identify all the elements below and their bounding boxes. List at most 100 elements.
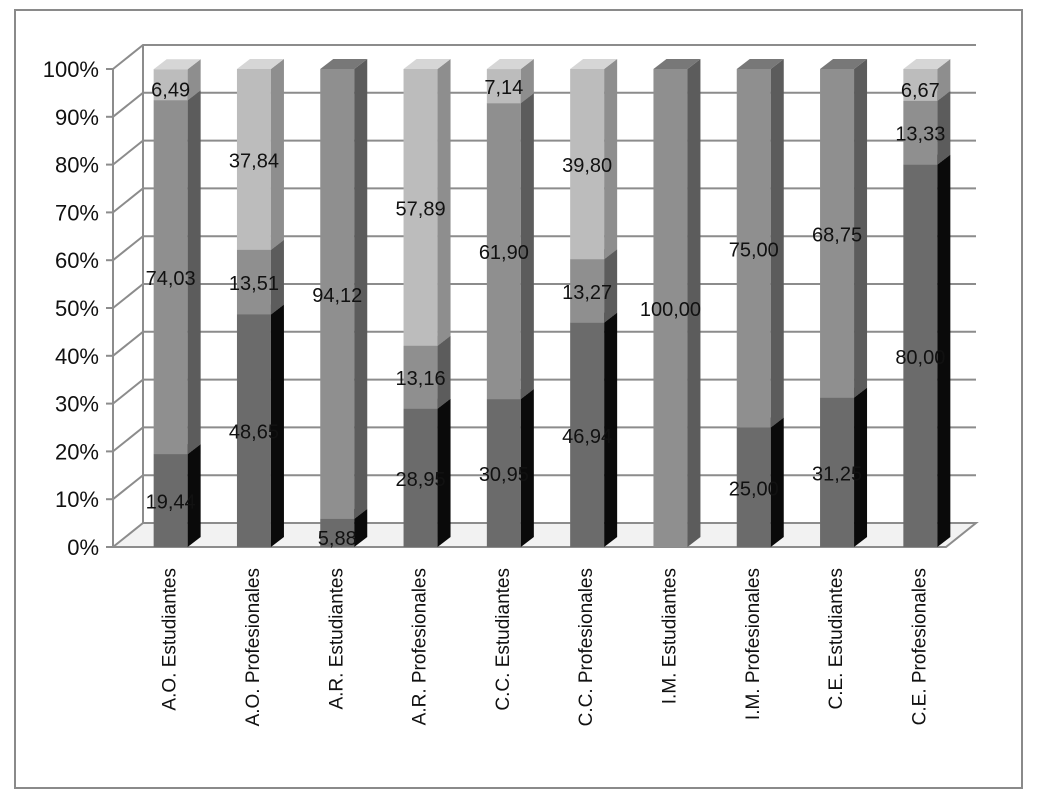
bar-segment-front xyxy=(236,249,271,315)
bar-segment-side xyxy=(354,59,368,519)
bars xyxy=(153,58,951,547)
data-label: 94,12 xyxy=(312,285,362,307)
bar-segment-side xyxy=(187,59,201,101)
bar-segment-front xyxy=(903,164,938,547)
data-label: 39,80 xyxy=(562,155,612,177)
data-label: 75,00 xyxy=(729,239,779,261)
category-label: A.O. Estudiantes xyxy=(160,568,181,711)
category-labels: A.O. Estudiantes A.O. Profesionales A.R. E… xyxy=(160,568,931,726)
bar-segment-side xyxy=(770,59,784,428)
bar-segment-front xyxy=(403,345,438,409)
data-label: 30,95 xyxy=(479,464,529,486)
bar-segment-side xyxy=(437,398,451,547)
bar-segment-side xyxy=(937,59,951,101)
bar-segment-side xyxy=(520,389,534,547)
y-tick-label: 30% xyxy=(55,392,99,417)
bar-segment-top xyxy=(570,58,618,69)
bar-segment-front xyxy=(820,69,855,398)
data-label: 13,51 xyxy=(229,273,279,295)
data-label: 13,16 xyxy=(396,368,446,390)
bar-segment-side xyxy=(854,59,868,398)
category-label: C.E. Profesionales xyxy=(909,568,930,725)
bar-segment-side xyxy=(604,58,618,260)
bar-segment-top xyxy=(153,59,201,70)
bar-segment-side xyxy=(270,59,284,250)
category-label: I.M. Profesionales xyxy=(743,568,764,720)
data-label: 37,84 xyxy=(229,150,279,172)
data-label: 6,67 xyxy=(901,80,940,102)
gridline xyxy=(112,44,976,70)
data-label: 25,00 xyxy=(729,478,779,500)
category-label: A.R. Profesionales xyxy=(410,568,431,725)
data-label: 57,89 xyxy=(396,198,446,220)
bar-segment-side xyxy=(854,387,868,547)
bar-segment-front xyxy=(570,322,605,547)
data-label: 19,44 xyxy=(146,492,196,514)
data-label: 28,95 xyxy=(396,469,446,491)
bar-segment-side xyxy=(187,444,201,547)
bar-segment-front xyxy=(486,103,521,400)
bar-segment-front xyxy=(236,314,271,547)
bar-segment-front xyxy=(153,69,188,101)
bar-segment-top xyxy=(403,59,451,69)
bar-segment-side xyxy=(604,249,618,323)
bar-segment-front xyxy=(486,399,521,547)
bar-segment-front xyxy=(903,69,938,101)
y-tick-label: 40% xyxy=(55,344,99,369)
bar-segment-side xyxy=(937,90,951,165)
data-label: 6,49 xyxy=(151,80,190,102)
bar-segment-side xyxy=(520,93,534,400)
data-labels: 19,44 74,03 6,49 48,65 13,51 37,84 5,88 94,12 28… xyxy=(146,77,946,550)
bar-segment-top xyxy=(486,59,534,70)
bar-segment-front xyxy=(236,69,271,250)
y-tick-label: 50% xyxy=(55,296,99,321)
bar-segment-side xyxy=(187,90,201,455)
data-label: 68,75 xyxy=(812,224,862,246)
bar-segment-side xyxy=(687,59,701,547)
y-tick-label: 100% xyxy=(43,57,99,82)
bar-segment-side xyxy=(270,304,284,547)
y-tick-label: 60% xyxy=(55,248,99,273)
bar-segment-top xyxy=(236,59,284,69)
bar-segment-front xyxy=(486,69,521,104)
category-label: I.M. Estudiantes xyxy=(659,568,680,704)
bar-segment-front xyxy=(320,69,355,519)
data-label: 74,03 xyxy=(146,268,196,290)
bar-segment-side xyxy=(354,508,368,547)
data-label: 61,90 xyxy=(479,242,529,264)
data-label: 46,94 xyxy=(562,426,612,448)
data-label: 48,65 xyxy=(229,422,279,444)
bar-segment-front xyxy=(570,68,605,260)
bar-segment-front xyxy=(570,259,605,323)
bar-segment-front xyxy=(153,454,188,547)
bar-segment-front xyxy=(903,100,938,165)
data-label: 5,88 xyxy=(318,528,357,550)
bar-segment-side xyxy=(437,335,451,409)
bar-segment-side xyxy=(604,312,618,547)
bar-segment-side xyxy=(937,154,951,547)
category-label: A.R. Estudiantes xyxy=(326,568,347,710)
y-tick-label: 90% xyxy=(55,105,99,130)
data-label: 80,00 xyxy=(895,347,945,369)
bar-segment-top xyxy=(653,59,701,69)
bar-segment-front xyxy=(403,69,438,346)
bar-segment-front xyxy=(403,408,438,547)
y-tick-label: 70% xyxy=(55,200,99,225)
category-label: C.C. Profesionales xyxy=(576,568,597,726)
category-label: C.C. Estudiantes xyxy=(493,568,514,711)
bar-segment-front xyxy=(320,518,355,547)
bar-segment-top xyxy=(820,59,868,69)
bar-segment-front xyxy=(820,397,855,547)
bar-segment-top xyxy=(903,59,951,69)
bar-segment-side xyxy=(437,59,451,346)
bar-segment-top xyxy=(320,59,368,69)
y-tick-label: 80% xyxy=(55,153,99,178)
bar-segment-front xyxy=(153,100,188,455)
y-tick-label: 20% xyxy=(55,439,99,464)
bar-segment-front xyxy=(653,69,688,547)
bar-segment-front xyxy=(736,427,771,547)
bar-segment-side xyxy=(520,59,534,104)
data-label: 100,00 xyxy=(640,299,701,321)
bar-segment-front xyxy=(736,69,771,428)
